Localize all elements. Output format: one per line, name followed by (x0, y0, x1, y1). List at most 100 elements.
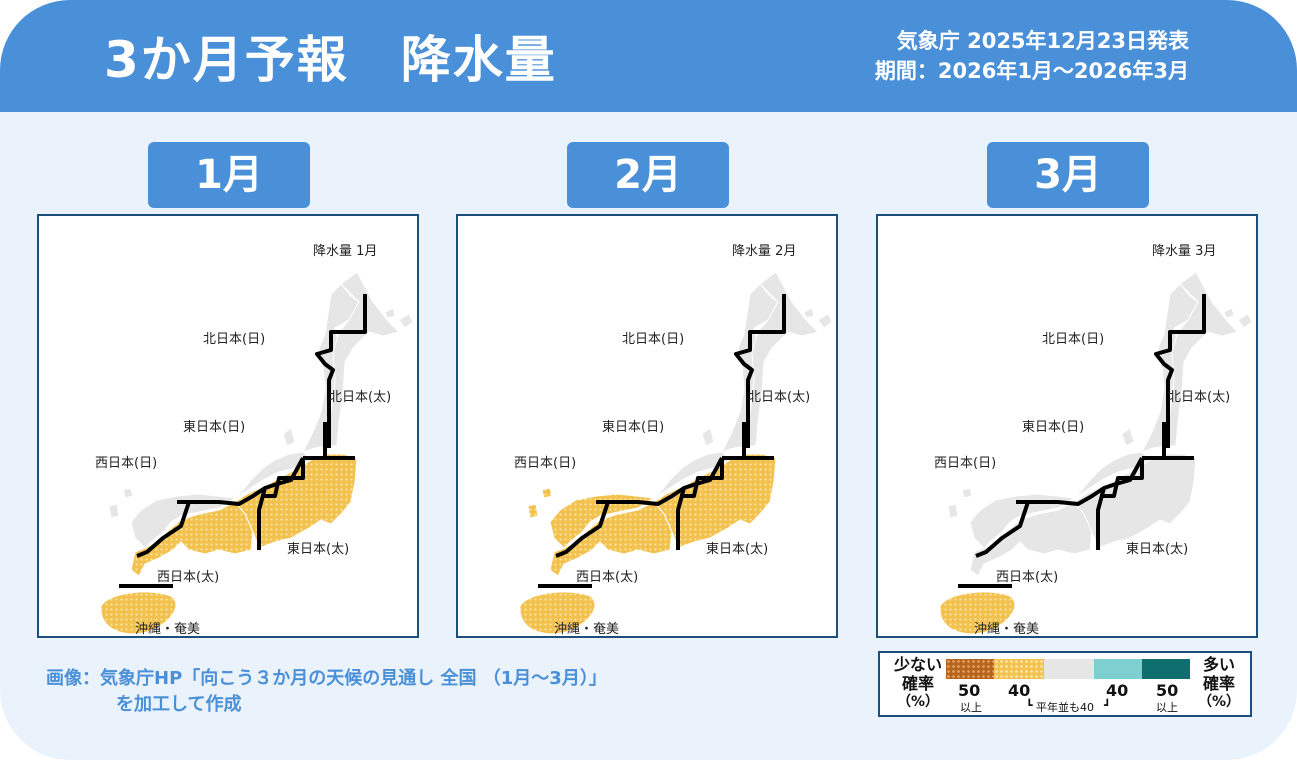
legend-above-more: 以上 (1156, 701, 1178, 714)
legend-more-50: 50 (1156, 681, 1179, 700)
region-label-west_n: 西日本(日) (514, 456, 577, 471)
credit-line-2: を加工して作成 (116, 694, 242, 715)
legend-swatch-more-40 (1094, 659, 1142, 679)
region-label-okinawa: 沖縄・奄美 (135, 622, 201, 637)
region-label-east_n: 東日本(日) (1022, 420, 1085, 435)
japan-map (100, 271, 414, 635)
region-boundary (1100, 458, 1144, 498)
legend-less-50: 50 (958, 681, 981, 700)
region-北日本(太) (817, 313, 833, 329)
region-西日本(日) (947, 503, 959, 519)
region-label-west_p: 西日本(太) (576, 570, 639, 585)
region-label-hokkaido_n: 北日本(日) (203, 332, 266, 347)
region-label-west_n: 西日本(日) (95, 456, 158, 471)
credit-line-1: 画像：気象庁HP「向こう３か月の天候の見通し 全国 （1月～3月）」 (46, 668, 607, 689)
region-西日本(日) (961, 487, 973, 499)
region-label-hokkaido_p: 北日本(太) (329, 390, 392, 405)
month-tab-1: 1月 (148, 142, 310, 208)
map-panel-1: 降水量 1月北日本(日) 北日本(太) 東日本(日) 東日本(太) 西日本(日) 西日本(… (37, 214, 419, 638)
region-label-hokkaido_p: 北日本(太) (1168, 390, 1231, 405)
region-北日本(太) (326, 271, 400, 447)
region-東日本(太) (234, 453, 358, 549)
map-panel-3: 降水量 3月北日本(日) 北日本(太) 東日本(日) 東日本(太) 西日本(日) 西日本(… (876, 214, 1258, 638)
region-西日本(太) (969, 501, 1093, 577)
region-西日本(日) (527, 503, 539, 519)
map-panel-2: 降水量 2月北日本(日) 北日本(太) 東日本(日) 東日本(太) 西日本(日) 西日本(… (456, 214, 838, 638)
region-label-west_p: 西日本(太) (157, 570, 220, 585)
issued-date: 気象庁 2025年12月23日発表 (896, 29, 1189, 53)
legend-more-unit: （%） (1198, 694, 1241, 710)
japan-map (519, 271, 833, 635)
region-label-okinawa: 沖縄・奄美 (554, 622, 620, 637)
month-tab-2: 2月 (567, 142, 729, 208)
region-西日本(日) (108, 503, 120, 519)
region-北日本(太) (1237, 313, 1253, 329)
map-title: 降水量 3月 (1152, 244, 1217, 259)
region-北日本(太) (1223, 307, 1235, 319)
region-西日本(太) (549, 501, 673, 577)
region-boundary (734, 294, 786, 448)
region-label-east_n: 東日本(日) (183, 420, 246, 435)
legend-swatch-more-50 (1142, 659, 1190, 679)
forecast-period: 期間：2026年1月～2026年3月 (874, 59, 1189, 83)
region-label-hokkaido_n: 北日本(日) (1042, 332, 1105, 347)
region-沖縄・奄美 (939, 591, 1016, 635)
region-西日本(日) (969, 493, 1076, 549)
page-title: 3か月予報 降水量 (104, 31, 557, 89)
region-北日本(太) (803, 307, 815, 319)
region-東日本(日) (1121, 427, 1135, 447)
legend-more-40: 40 (1106, 681, 1129, 700)
legend-normal-bracket-end: ┛ (1104, 699, 1111, 712)
region-西日本(日) (130, 493, 237, 549)
legend-less-side: 少ない 確率 （%） (894, 655, 942, 712)
region-boundary (261, 458, 305, 498)
map-regions (519, 271, 833, 635)
region-label-east_n: 東日本(日) (602, 420, 665, 435)
region-東日本(太) (653, 453, 777, 549)
region-北日本(太) (745, 271, 819, 447)
region-西日本(太) (130, 501, 254, 577)
legend-less-title: 少ない (894, 655, 943, 674)
legend-less-unit: （%） (896, 694, 940, 710)
region-西日本(日) (541, 487, 553, 499)
region-東日本(日) (282, 427, 296, 447)
region-沖縄・奄美 (519, 591, 596, 635)
region-label-hokkaido_n: 北日本(日) (622, 332, 685, 347)
region-boundary (1154, 294, 1206, 448)
map-regions (939, 271, 1253, 635)
region-西日本(日) (122, 487, 134, 499)
region-label-east_p: 東日本(太) (287, 542, 350, 557)
japan-map (939, 271, 1253, 635)
region-沖縄・奄美 (100, 591, 177, 635)
legend-swatch-less-40 (994, 659, 1044, 679)
issue-info: 気象庁 2025年12月23日発表 期間：2026年1月～2026年3月 (875, 26, 1189, 86)
region-label-okinawa: 沖縄・奄美 (974, 622, 1040, 637)
legend-less-prob: 確率 (902, 674, 935, 693)
region-label-east_p: 東日本(太) (1126, 542, 1189, 557)
legend-above-less: 以上 (960, 701, 982, 714)
region-label-west_p: 西日本(太) (996, 570, 1059, 585)
map-title: 降水量 2月 (732, 244, 797, 259)
legend-swatch-normal (1044, 659, 1094, 679)
month-tab-3: 3月 (987, 142, 1149, 208)
legend-more-title: 多い (1203, 655, 1236, 674)
region-label-west_n: 西日本(日) (934, 456, 997, 471)
header-bar: 3か月予報 降水量 気象庁 2025年12月23日発表 期間：2026年1月～2… (0, 0, 1297, 112)
image-credit: 画像：気象庁HP「向こう３か月の天候の見通し 全国 （1月～3月）」 を加工して… (46, 666, 607, 718)
map-title: 降水量 1月 (313, 244, 378, 259)
region-北日本(太) (1165, 271, 1239, 447)
region-boundary (315, 294, 367, 448)
legend-less-40: 40 (1008, 681, 1031, 700)
region-北日本(太) (398, 313, 414, 329)
legend-swatch-less-50 (946, 659, 994, 679)
region-label-hokkaido_p: 北日本(太) (748, 390, 811, 405)
legend-normal-bracket: ┗ (1026, 699, 1033, 712)
legend-more-side: 多い 確率 （%） (1198, 655, 1240, 712)
region-西日本(日) (549, 493, 656, 549)
region-東日本(太) (1073, 453, 1197, 549)
legend-more-prob: 確率 (1203, 674, 1236, 693)
map-regions (100, 271, 414, 635)
region-label-east_p: 東日本(太) (706, 542, 769, 557)
probability-legend: 少ない 確率 （%） 50 40 40 50 以上 以上 ┗ 平年並も40 ┛ … (878, 651, 1252, 717)
